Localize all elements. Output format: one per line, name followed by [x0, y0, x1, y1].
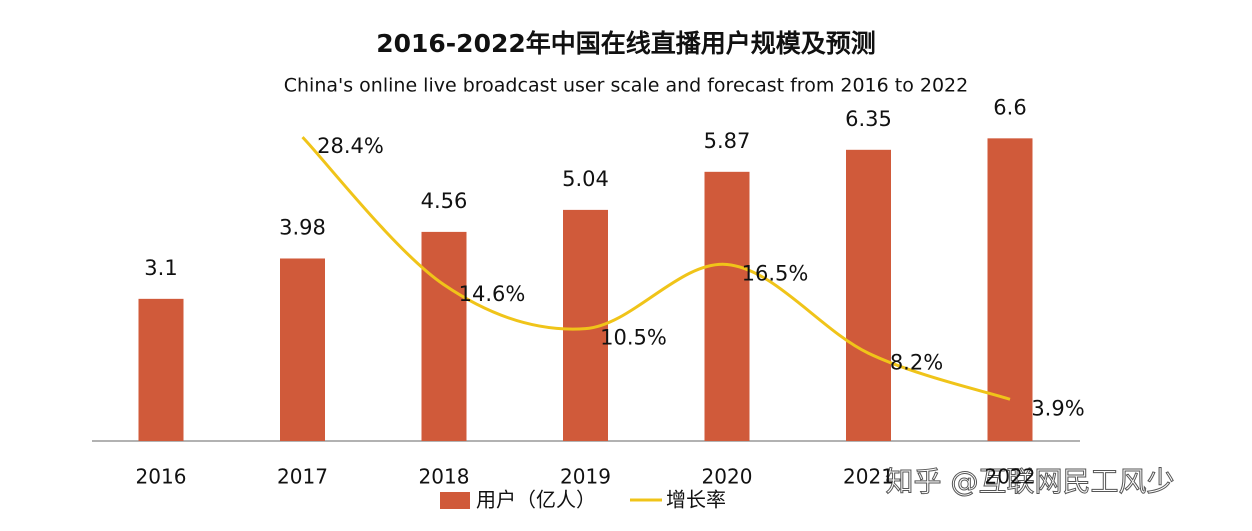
data-label: 3.1	[144, 256, 177, 280]
data-label: 6.35	[845, 107, 892, 131]
chart-title: 2016-2022年中国在线直播用户规模及预测	[376, 29, 876, 58]
x-tick-label: 2018	[419, 465, 470, 489]
x-tick-label: 2022	[985, 465, 1036, 489]
bar	[280, 258, 325, 441]
bar	[704, 171, 750, 441]
data-label: 14.6%	[459, 282, 526, 306]
data-label: 8.2%	[890, 350, 943, 374]
data-label: 3.9%	[1031, 396, 1084, 420]
data-label: 4.56	[421, 189, 468, 213]
chart-subtitle: China's online live broadcast user scale…	[284, 75, 968, 97]
x-tick-label: 2016	[136, 465, 187, 489]
line	[301, 136, 1011, 401]
data-label: 28.4%	[317, 134, 384, 158]
bar	[421, 231, 467, 441]
bar	[846, 149, 891, 442]
legend-label: 增长率	[666, 488, 726, 512]
data-label: 16.5%	[742, 261, 809, 285]
data-label: 3.98	[279, 215, 326, 239]
legend-label: 用户（亿人）	[476, 488, 596, 512]
data-label: 5.87	[704, 129, 751, 153]
data-label: 5.04	[562, 167, 609, 191]
x-tick-label: 2017	[277, 465, 328, 489]
watermark: 知乎 @互联网民工风少	[886, 465, 1175, 498]
x-tick-label: 2019	[560, 465, 611, 489]
legend-swatch	[440, 492, 470, 509]
bar	[987, 138, 1033, 442]
x-tick-label: 2021	[843, 465, 894, 489]
x-tick-label: 2020	[702, 465, 753, 489]
data-label: 6.6	[993, 95, 1026, 119]
data-label: 10.5%	[600, 326, 667, 350]
bar	[138, 298, 184, 441]
